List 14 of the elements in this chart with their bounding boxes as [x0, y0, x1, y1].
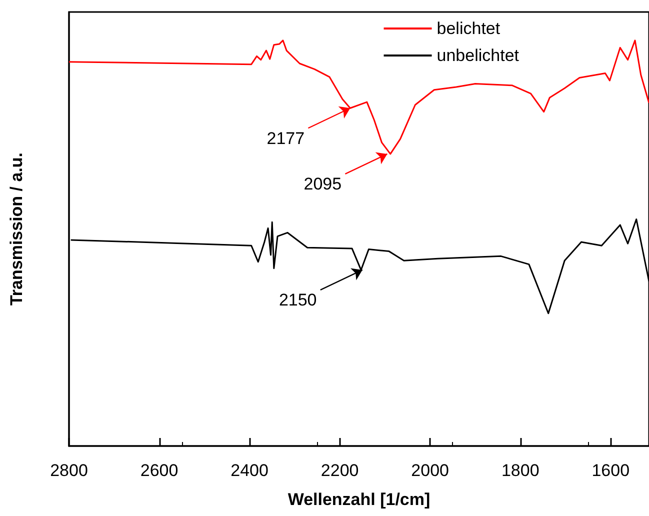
- annotation: 2095: [304, 174, 342, 194]
- y-axis-title: Transmission / a.u.: [7, 152, 26, 306]
- x-tick-label: 2800: [50, 461, 88, 480]
- annotation: 2150: [278, 290, 317, 310]
- annotation: 2177: [266, 128, 305, 148]
- legend-label: unbelichtet: [436, 46, 520, 65]
- legend-label: belichtet: [436, 19, 500, 38]
- x-tick-label: 2400: [230, 461, 268, 480]
- x-tick-label: 1600: [592, 461, 630, 480]
- x-axis-title: Wellenzahl [1/cm]: [288, 490, 430, 509]
- x-tick-label: 2000: [411, 461, 450, 480]
- x-tick-label: 2600: [140, 461, 178, 480]
- x-tick-label: 1800: [501, 461, 540, 480]
- x-tick-label: 2200: [320, 461, 359, 480]
